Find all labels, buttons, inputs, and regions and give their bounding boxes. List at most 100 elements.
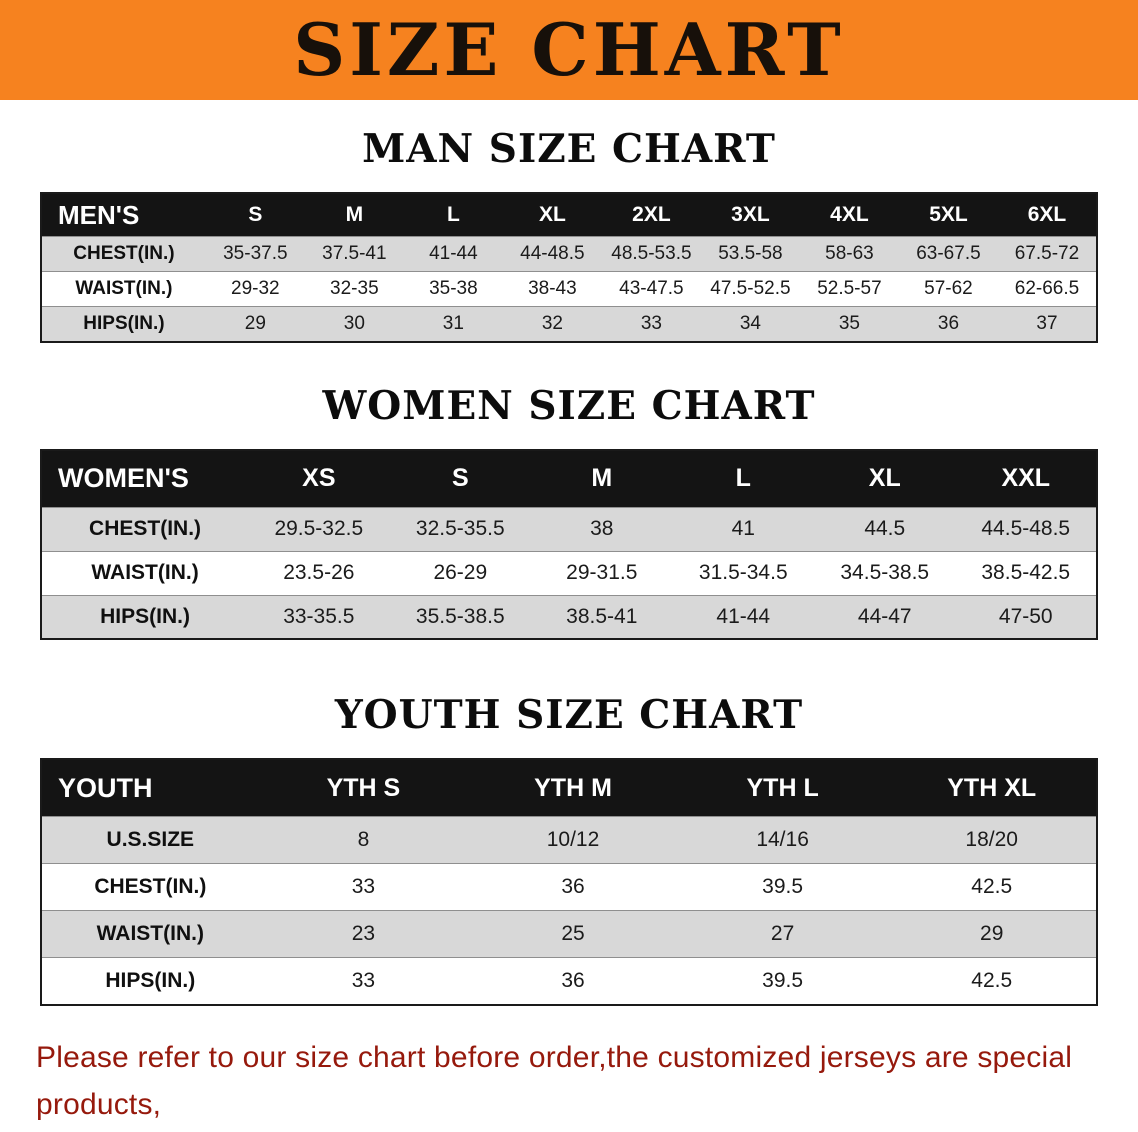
- size-value: 47.5-52.5: [710, 278, 791, 299]
- youth-size-table: YOUTH YTH S YTH M YTH L YTH XL U.S.SIZE 8 10/12…: [40, 758, 1098, 1006]
- women-section-title: WOMEN SIZE CHART: [322, 382, 816, 429]
- row-label: CHEST(IN.): [89, 517, 202, 540]
- size-column-header: 5XL: [898, 193, 998, 237]
- size-value: 44-47: [857, 604, 912, 628]
- row-label: U.S.SIZE: [106, 828, 195, 851]
- table-row: U.S.SIZE 8 10/12 14/16 18/20: [41, 816, 1097, 864]
- table-corner-label: WOMEN'S: [41, 449, 249, 507]
- size-value: 34: [739, 312, 761, 334]
- size-column-header: XS: [248, 449, 390, 507]
- size-value: 38.5-41: [566, 604, 638, 628]
- men-size-table: MEN'S S M L XL 2XL 3XL 4XL 5XL 6XL CHEST(IN.) 35-37…: [40, 192, 1098, 343]
- size-value: 52.5-57: [817, 278, 882, 299]
- size-value: 33-35.5: [283, 604, 355, 628]
- row-label: WAIST(IN.): [91, 561, 199, 584]
- size-column-header: 4XL: [799, 193, 899, 237]
- size-column-header: YTH XL: [887, 759, 1097, 817]
- size-value: 37: [1036, 312, 1058, 334]
- size-value: 47-50: [998, 604, 1053, 628]
- section-youth: YOUTH SIZE CHART YOUTH YTH S YTH M YTH L YTH…: [0, 692, 1138, 1006]
- size-value: 14/16: [756, 828, 809, 851]
- table-header-row: YOUTH YTH S YTH M YTH L YTH XL: [41, 759, 1097, 817]
- notice-line-1: Please refer to our size chart before or…: [36, 1040, 1073, 1121]
- size-value: 30: [343, 312, 365, 334]
- section-women: WOMEN SIZE CHART WOMEN'S XS S M L XL XXL CHEST(…: [0, 382, 1138, 640]
- size-value: 35: [838, 312, 860, 334]
- size-value: 33: [351, 875, 376, 898]
- size-value: 42.5: [971, 875, 1013, 898]
- size-value: 18/20: [965, 828, 1018, 851]
- size-value: 41-44: [429, 243, 478, 264]
- row-label: HIPS(IN.): [83, 312, 165, 334]
- size-value: 38.5-42.5: [981, 561, 1071, 584]
- banner: SIZE CHART: [0, 0, 1138, 100]
- size-value: 62-66.5: [1014, 278, 1080, 299]
- size-column-header: M: [304, 193, 404, 237]
- table-row: CHEST(IN.) 29.5-32.5 32.5-35.5 38 41 44.5 44.5…: [41, 507, 1097, 551]
- table-row: HIPS(IN.) 33 36 39.5 42.5: [41, 957, 1097, 1005]
- table-row: WAIST(IN.) 29-32 32-35 35-38 38-43 43-47.5 47.…: [41, 271, 1097, 307]
- table-header-row: WOMEN'S XS S M L XL XXL: [41, 449, 1097, 507]
- size-value: 31: [442, 312, 464, 334]
- size-value: 36: [561, 968, 585, 992]
- size-value: 48.5-53.5: [611, 243, 692, 264]
- size-column-header: M: [531, 449, 673, 507]
- size-column-header: L: [672, 449, 815, 507]
- size-value: 31.5-34.5: [698, 561, 788, 584]
- size-value: 42.5: [971, 968, 1013, 992]
- size-value: 32-35: [330, 278, 379, 299]
- size-value: 23: [351, 922, 376, 945]
- size-value: 53.5-58: [718, 243, 783, 264]
- size-value: 36: [937, 312, 960, 334]
- size-value: 38-43: [528, 278, 577, 299]
- size-value: 26-29: [433, 561, 488, 584]
- size-column-header: YTH M: [468, 759, 678, 817]
- size-value: 41-44: [716, 604, 771, 628]
- size-column-header: YTH S: [258, 759, 469, 817]
- section-men: MAN SIZE CHART MEN'S S M L XL 2XL 3XL 4XL 5XL 6XL…: [0, 126, 1138, 343]
- size-column-header: 6XL: [997, 193, 1097, 237]
- table-row: HIPS(IN.) 29 30 31 32 33 34 35 36 37: [41, 306, 1097, 342]
- size-value: 44-48.5: [520, 243, 585, 264]
- size-value: 44.5-48.5: [981, 517, 1071, 540]
- table-corner-label: MEN'S: [41, 193, 206, 237]
- size-value: 32.5-35.5: [415, 517, 505, 540]
- size-column-header: L: [403, 193, 503, 237]
- table-row: CHEST(IN.) 35-37.5 37.5-41 41-44 44-48.5 48.5…: [41, 236, 1097, 272]
- row-label: WAIST(IN.): [96, 922, 204, 945]
- table-row: CHEST(IN.) 33 36 39.5 42.5: [41, 863, 1097, 911]
- size-value: 29.5-32.5: [274, 517, 364, 540]
- row-label: HIPS(IN.): [100, 604, 190, 628]
- row-label: CHEST(IN.): [73, 243, 175, 264]
- table-row: WAIST(IN.) 23 25 27 29: [41, 910, 1097, 958]
- size-value: 29-32: [231, 278, 280, 299]
- size-value: 33: [640, 312, 662, 334]
- size-column-header: 3XL: [700, 193, 800, 237]
- size-column-header: 2XL: [601, 193, 701, 237]
- women-size-table: WOMEN'S XS S M L XL XXL CHEST(IN.) 29.5-32.5 32.5…: [40, 448, 1098, 640]
- size-column-header: S: [389, 449, 532, 507]
- men-section-title: MAN SIZE CHART: [362, 126, 776, 172]
- size-value: 23.5-26: [283, 561, 355, 584]
- size-column-header: S: [205, 193, 305, 237]
- size-column-header: XXL: [955, 449, 1097, 507]
- size-value: 29: [244, 312, 266, 334]
- table-row: HIPS(IN.) 33-35.5 35.5-38.5 38.5-41 41-44 44-…: [41, 595, 1097, 639]
- size-value: 29: [980, 922, 1004, 945]
- size-value: 34.5-38.5: [840, 561, 930, 584]
- size-value: 32: [541, 312, 563, 334]
- size-value: 57-62: [924, 278, 973, 299]
- size-column-header: YTH L: [677, 759, 888, 817]
- table-row: WAIST(IN.) 23.5-26 26-29 29-31.5 31.5-34.5 34…: [41, 551, 1097, 595]
- page-title: SIZE CHART: [293, 7, 845, 92]
- footer-notice: Please refer to our size chart before or…: [36, 1034, 1102, 1132]
- size-value: 35-37.5: [223, 243, 288, 264]
- row-label: WAIST(IN.): [75, 278, 173, 299]
- size-value: 33: [351, 968, 376, 992]
- table-header-row: MEN'S S M L XL 2XL 3XL 4XL 5XL 6XL: [41, 193, 1097, 237]
- notice-line-2: we don't accept cancel, change, teturn o…: [36, 1128, 1102, 1132]
- size-value: 39.5: [762, 875, 804, 898]
- size-value: 27: [770, 922, 795, 945]
- table-corner-label: YOUTH: [41, 759, 259, 817]
